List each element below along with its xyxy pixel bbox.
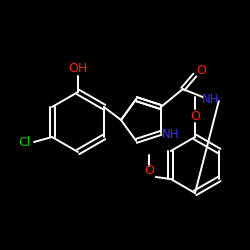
Text: O: O — [190, 110, 200, 124]
Text: NH: NH — [162, 128, 180, 141]
Text: O: O — [144, 164, 154, 177]
Text: NH: NH — [202, 92, 220, 106]
Text: OH: OH — [68, 62, 88, 74]
Text: O: O — [196, 64, 206, 76]
Text: Cl: Cl — [18, 136, 30, 149]
